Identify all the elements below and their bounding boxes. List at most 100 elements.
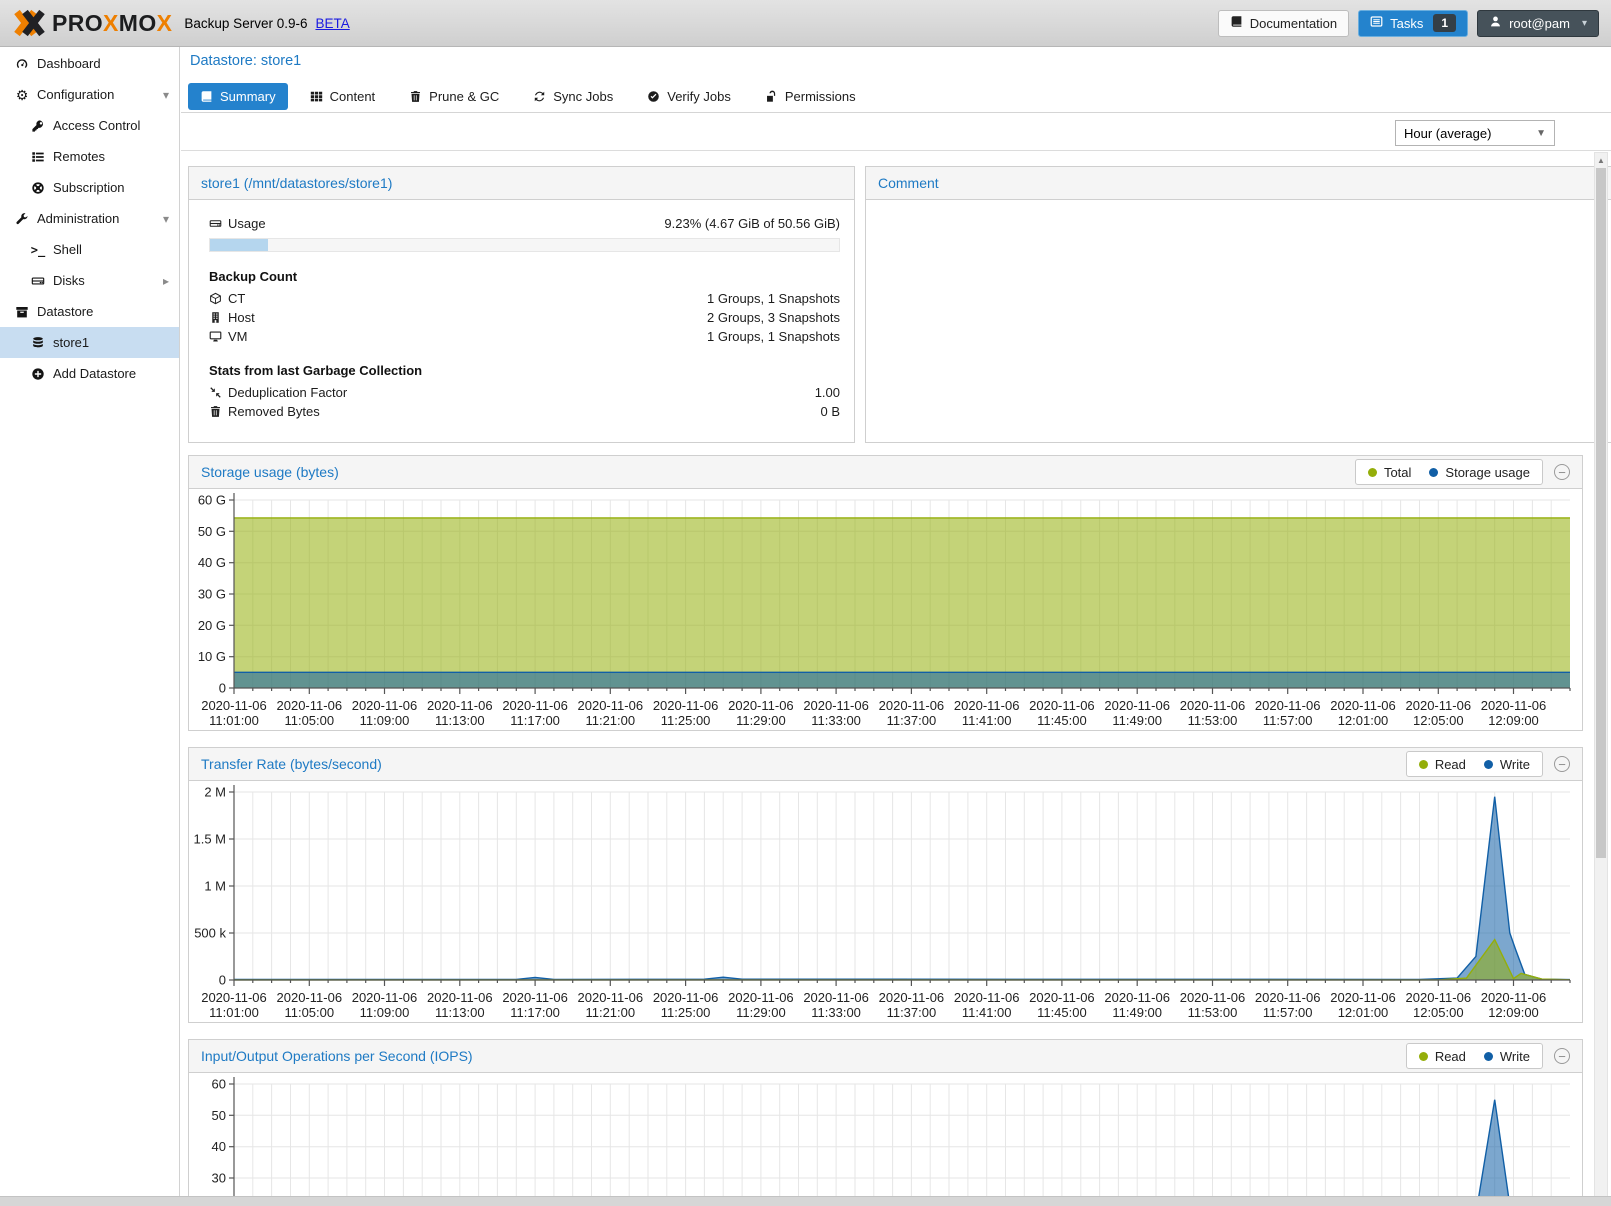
legend-item-storage-usage[interactable]: Storage usage	[1429, 465, 1530, 480]
caret-down-icon[interactable]: ▾	[162, 211, 169, 226]
legend-item-read[interactable]: Read	[1418, 757, 1466, 772]
svg-text:2020-11-06: 2020-11-06	[728, 990, 794, 1005]
chart-title: Transfer Rate (bytes/second)	[201, 756, 382, 772]
sidebar-item-remotes[interactable]: Remotes	[0, 141, 179, 172]
collapse-panel-icon[interactable]: −	[1554, 464, 1570, 480]
chart-legend[interactable]: Total Storage usage	[1354, 459, 1543, 485]
svg-text:12:05:00: 12:05:00	[1413, 1005, 1464, 1020]
collapse-panel-icon[interactable]: −	[1554, 756, 1570, 772]
tab-label: Permissions	[784, 89, 856, 104]
svg-text:2020-11-06: 2020-11-06	[578, 698, 644, 713]
svg-text:11:05:00: 11:05:00	[284, 713, 334, 728]
tab-permissions[interactable]: Permissions	[753, 83, 868, 110]
legend-item-write[interactable]: Write	[1483, 1049, 1530, 1064]
legend-dot-icon	[1418, 759, 1428, 769]
legend-dot-icon	[1483, 1051, 1493, 1061]
chart-legend[interactable]: Read Write	[1405, 751, 1543, 777]
disks-icon	[28, 274, 48, 288]
sidebar-item-administration[interactable]: Administration ▾	[0, 203, 179, 234]
sidebar-item-dashboard[interactable]: Dashboard	[0, 48, 179, 79]
svg-text:11:45:00: 11:45:00	[1037, 713, 1087, 728]
sidebar-item-add-datastore[interactable]: Add Datastore	[0, 358, 179, 389]
svg-text:2020-11-06: 2020-11-06	[1180, 698, 1246, 713]
stat-value: 0 B	[820, 404, 840, 419]
svg-text:2020-11-06: 2020-11-06	[1330, 698, 1396, 713]
key-icon	[28, 119, 48, 133]
svg-text:2020-11-06: 2020-11-06	[879, 990, 945, 1005]
svg-text:12:09:00: 12:09:00	[1488, 1005, 1539, 1020]
legend-item-total[interactable]: Total	[1367, 465, 1411, 480]
sidebar-item-subscription[interactable]: Subscription	[0, 172, 179, 203]
chart-header: Storage usage (bytes) Total Storage usage −	[189, 456, 1582, 489]
remotes-icon	[28, 150, 48, 164]
hdd-icon	[209, 217, 228, 230]
sidebar: Dashboard ⚙ Configuration ▾ Access Control Re…	[0, 47, 180, 1206]
tasks-count-badge: 1	[1433, 14, 1457, 32]
timeframe-select[interactable]: Hour (average) ▼	[1395, 120, 1555, 146]
sidebar-item-label: Datastore	[37, 304, 94, 319]
svg-text:2020-11-06: 2020-11-06	[954, 990, 1020, 1005]
svg-text:2020-11-06: 2020-11-06	[1029, 698, 1095, 713]
vertical-scrollbar[interactable]: ▲	[1594, 152, 1608, 1206]
caret-down-icon[interactable]: ▾	[162, 87, 169, 102]
documentation-button[interactable]: Documentation	[1217, 9, 1350, 37]
sidebar-item-shell[interactable]: >_ Shell	[0, 234, 179, 265]
sidebar-item-access-control[interactable]: Access Control	[0, 110, 179, 141]
stat-value: 1.00	[814, 385, 840, 400]
sidebar-item-store1[interactable]: store1	[0, 327, 179, 358]
tab-prune-gc[interactable]: Prune & GC	[397, 83, 511, 110]
svg-text:2020-11-06: 2020-11-06	[1104, 990, 1170, 1005]
book-icon	[1230, 15, 1243, 31]
tab-summary[interactable]: Summary	[188, 83, 288, 110]
svg-text:2020-11-06: 2020-11-06	[1406, 698, 1472, 713]
tasks-button[interactable]: Tasks 1	[1358, 9, 1469, 37]
wrench-icon	[12, 212, 32, 226]
svg-text:2020-11-06: 2020-11-06	[1255, 990, 1321, 1005]
svg-text:2 M: 2 M	[204, 785, 226, 800]
legend-dot-icon	[1429, 467, 1439, 477]
svg-text:60: 60	[212, 1077, 226, 1092]
cube-icon	[209, 292, 228, 305]
svg-text:11:41:00: 11:41:00	[962, 1005, 1012, 1020]
tab-content[interactable]: Content	[298, 83, 388, 110]
tab-verify-jobs[interactable]: Verify Jobs	[635, 83, 743, 110]
svg-text:2020-11-06: 2020-11-06	[1406, 990, 1472, 1005]
sidebar-item-datastore[interactable]: Datastore	[0, 296, 179, 327]
database-icon	[28, 336, 48, 350]
collapse-panel-icon[interactable]: −	[1554, 1048, 1570, 1064]
panel-title: store1 (/mnt/datastores/store1)	[201, 175, 393, 191]
svg-text:2020-11-06: 2020-11-06	[1029, 990, 1095, 1005]
stat-label: VM	[228, 329, 248, 344]
svg-text:2020-11-06: 2020-11-06	[352, 990, 418, 1005]
svg-text:2020-11-06: 2020-11-06	[653, 698, 719, 713]
beta-link[interactable]: BETA	[315, 15, 350, 31]
svg-text:2020-11-06: 2020-11-06	[277, 990, 343, 1005]
sidebar-item-disks[interactable]: Disks ▸	[0, 265, 179, 296]
panel-header: store1 (/mnt/datastores/store1)	[189, 167, 854, 200]
svg-text:12:09:00: 12:09:00	[1488, 713, 1539, 728]
svg-text:2020-11-06: 2020-11-06	[277, 698, 343, 713]
caret-right-icon[interactable]: ▸	[162, 273, 169, 288]
stat-label: Deduplication Factor	[228, 385, 348, 400]
chevron-down-icon: ▼	[1536, 127, 1546, 139]
chart-header: Input/Output Operations per Second (IOPS…	[189, 1040, 1582, 1073]
datastore-icon	[12, 305, 32, 319]
chart-panel-transfer-rate-bytes-second: Transfer Rate (bytes/second) Read Write − 2 …	[188, 747, 1583, 1023]
tab-sync-jobs[interactable]: Sync Jobs	[521, 83, 625, 110]
chart-legend[interactable]: Read Write	[1405, 1043, 1543, 1069]
legend-item-read[interactable]: Read	[1418, 1049, 1466, 1064]
legend-item-write[interactable]: Write	[1483, 757, 1530, 772]
svg-text:60 G: 60 G	[198, 493, 226, 508]
header-actions: Documentation Tasks 1 root@pam ▾	[1217, 9, 1599, 37]
sidebar-item-configuration[interactable]: ⚙ Configuration ▾	[0, 79, 179, 110]
svg-text:20 G: 20 G	[198, 618, 226, 633]
svg-text:11:49:00: 11:49:00	[1112, 1005, 1162, 1020]
svg-text:11:33:00: 11:33:00	[811, 1005, 861, 1020]
svg-text:11:13:00: 11:13:00	[435, 713, 485, 728]
grid-icon	[310, 90, 323, 103]
user-menu-button[interactable]: root@pam ▾	[1477, 9, 1599, 37]
svg-text:0: 0	[219, 973, 226, 988]
building-icon	[209, 311, 228, 324]
scrollbar-thumb[interactable]	[1596, 168, 1606, 858]
scroll-up-icon[interactable]: ▲	[1597, 155, 1605, 165]
